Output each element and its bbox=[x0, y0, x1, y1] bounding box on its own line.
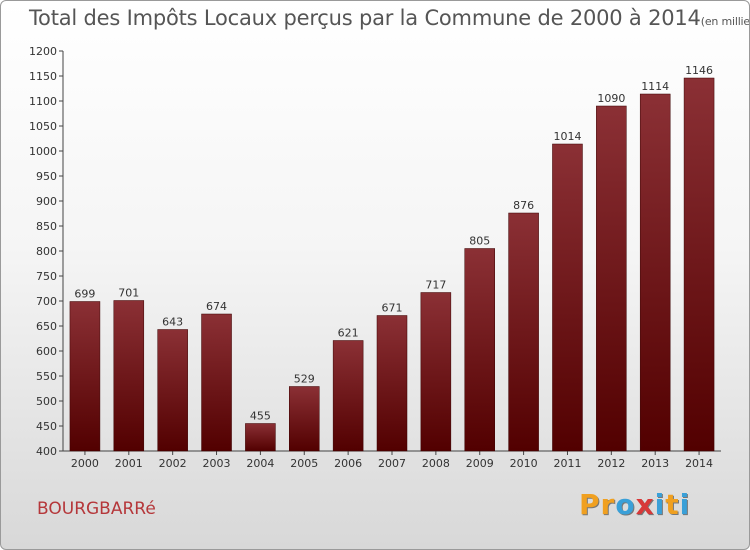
bar bbox=[289, 386, 320, 452]
y-tick-label: 700 bbox=[36, 295, 57, 308]
bar-value-label: 671 bbox=[382, 302, 403, 315]
bar bbox=[683, 77, 715, 452]
x-tick-label: 2009 bbox=[466, 457, 494, 470]
y-tick-label: 1050 bbox=[29, 120, 57, 133]
x-tick-label: 2008 bbox=[422, 457, 450, 470]
chart-axes: 400 450 500 550 600 650 700 750 800 850 900 950 1000… bbox=[29, 45, 721, 470]
logo-letter: r bbox=[600, 488, 616, 521]
y-tick-label: 1100 bbox=[29, 95, 57, 108]
bar bbox=[552, 143, 583, 452]
x-tick-label: 2012 bbox=[597, 457, 625, 470]
bar-value-label: 1014 bbox=[553, 130, 581, 143]
y-tick-label: 950 bbox=[36, 170, 57, 183]
commune-name: BOURGBARRé bbox=[37, 499, 156, 519]
bar-value-label: 805 bbox=[469, 235, 490, 248]
x-tick-label: 2000 bbox=[71, 457, 99, 470]
bar bbox=[69, 301, 101, 452]
x-tick-label: 2011 bbox=[553, 457, 581, 470]
bar-value-label: 621 bbox=[338, 327, 359, 340]
bar-value-label: 643 bbox=[162, 316, 183, 329]
bar-value-label: 455 bbox=[250, 410, 271, 423]
y-tick-label: 850 bbox=[36, 220, 57, 233]
y-tick-label: 450 bbox=[36, 420, 57, 433]
x-tick-label: 2006 bbox=[334, 457, 362, 470]
bar bbox=[332, 340, 364, 452]
bar bbox=[201, 313, 232, 452]
bar bbox=[639, 93, 671, 452]
x-tick-label: 2010 bbox=[510, 457, 538, 470]
x-tick-label: 2005 bbox=[290, 457, 318, 470]
y-tick-label: 1200 bbox=[29, 45, 57, 58]
bar-value-label: 674 bbox=[206, 300, 227, 313]
bar-value-label: 876 bbox=[513, 199, 534, 212]
y-tick-label: 750 bbox=[36, 270, 57, 283]
logo-letter: x bbox=[635, 488, 655, 521]
chart-title: Total des Impôts Locaux perçus par la Co… bbox=[29, 6, 750, 30]
bar bbox=[596, 105, 627, 452]
y-tick-label: 900 bbox=[36, 195, 57, 208]
x-tick-label: 2013 bbox=[641, 457, 669, 470]
bar bbox=[508, 212, 539, 452]
bar bbox=[420, 292, 452, 452]
x-tick-label: 2001 bbox=[115, 457, 143, 470]
proxiti-logo: Proxiti bbox=[579, 488, 690, 521]
y-tick-label: 600 bbox=[36, 345, 57, 358]
bar bbox=[113, 300, 145, 452]
bar-value-label: 1146 bbox=[685, 64, 713, 77]
logo-letter: t bbox=[665, 488, 680, 521]
bar bbox=[376, 315, 408, 452]
bar bbox=[245, 423, 276, 452]
x-tick-label: 2014 bbox=[685, 457, 713, 470]
bar-value-label: 529 bbox=[294, 373, 315, 386]
chart-subtitle: (en milliers d'€) bbox=[700, 15, 750, 28]
x-tick-label: 2004 bbox=[246, 457, 274, 470]
y-tick-label: 1000 bbox=[29, 145, 57, 158]
y-tick-label: 650 bbox=[36, 320, 57, 333]
logo-letter: i bbox=[654, 488, 666, 521]
logo-letter: P bbox=[579, 488, 601, 521]
x-tick-label: 2002 bbox=[159, 457, 187, 470]
bar bbox=[464, 248, 495, 452]
y-tick-label: 800 bbox=[36, 245, 57, 258]
y-tick-label: 550 bbox=[36, 370, 57, 383]
x-tick-label: 2007 bbox=[378, 457, 406, 470]
x-tick-label: 2003 bbox=[203, 457, 231, 470]
bar-value-label: 699 bbox=[74, 288, 95, 301]
title-text: Total des Impôts Locaux perçus par la Co… bbox=[29, 6, 701, 30]
bar-value-label: 1114 bbox=[641, 80, 669, 93]
bar-value-label: 1090 bbox=[597, 92, 625, 105]
chart-bars: 699 701 643 674 455 529 621 671 717 805 876 1014 109… bbox=[69, 64, 715, 452]
bar-value-label: 701 bbox=[118, 287, 139, 300]
y-tick-label: 400 bbox=[36, 445, 57, 458]
bar bbox=[157, 329, 188, 452]
logo-letter: o bbox=[615, 488, 636, 521]
y-tick-label: 1150 bbox=[29, 70, 57, 83]
y-tick-label: 500 bbox=[36, 395, 57, 408]
bar-value-label: 717 bbox=[425, 279, 446, 292]
logo-letter: i bbox=[679, 488, 691, 521]
